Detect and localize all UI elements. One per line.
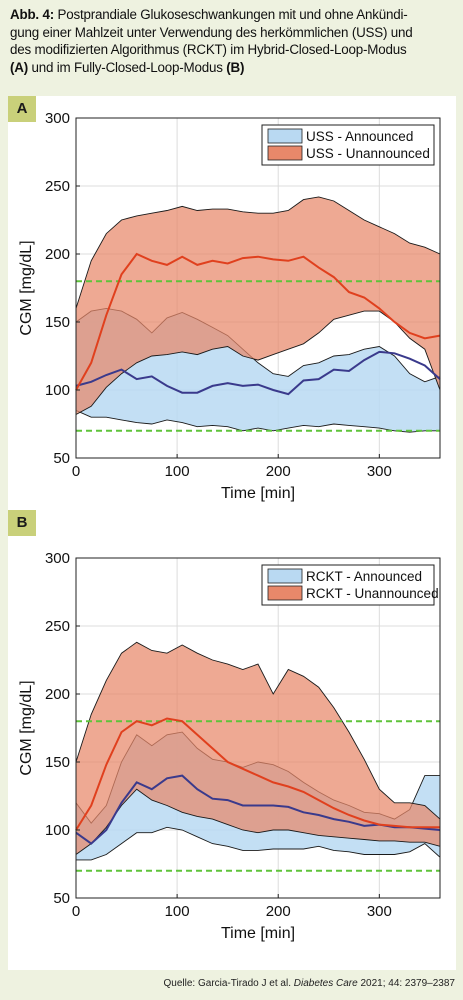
x-tick-label: 300 — [367, 903, 392, 920]
caption-prefix: Abb. 4: — [10, 7, 54, 22]
y-axis-label: CGM [mg/dL] — [18, 680, 35, 775]
y-tick-label: 100 — [45, 822, 70, 839]
y-tick-label: 50 — [53, 450, 70, 467]
panel-a-label: A — [8, 96, 36, 122]
axes-box — [75, 117, 441, 459]
legend-swatch-unannounced — [267, 145, 303, 161]
y-tick-label: 150 — [45, 754, 70, 771]
y-tick-label: 250 — [45, 618, 70, 635]
y-tick-label: 50 — [53, 890, 70, 907]
y-tick-label: 200 — [45, 686, 70, 703]
panel-b: 0 100 200 300 50 100 150 200 250 300 Time [min] CGM… — [8, 510, 456, 970]
caption-mid: und im Fully-Closed-Loop-Modus — [28, 59, 227, 75]
panel-a: 0 100 200 300 50 100 150 200 250 300 Time [min] CGM… — [8, 96, 456, 514]
x-tick-label: 300 — [367, 463, 392, 480]
y-tick-label: 300 — [45, 550, 70, 567]
legend-label-announced: RCKT - Announced — [306, 569, 422, 584]
y-tick-label: 200 — [45, 246, 70, 263]
chart-a: 0 100 200 300 50 100 150 200 250 300 Time [min] CGM… — [18, 110, 441, 502]
x-tick-label: 100 — [165, 903, 190, 920]
legend-label-announced: USS - Announced — [306, 129, 413, 144]
legend-swatch-announced — [267, 128, 303, 144]
x-tick-label: 0 — [72, 903, 80, 920]
y-axis-label: CGM [mg/dL] — [18, 240, 35, 335]
x-tick-label: 200 — [266, 463, 291, 480]
legend-label-unannounced: RCKT - Unannounced — [306, 586, 439, 601]
caption-line-1: Postprandiale Glukoseschwankungen mit un… — [53, 7, 408, 22]
source-citation: Quelle: Garcia-Tirado J et al. Diabetes … — [160, 978, 455, 989]
series-mean-line-announced — [75, 350, 441, 396]
x-axis-label: Time [min] — [221, 925, 295, 942]
legend-label-unannounced: USS - Unannounced — [306, 146, 430, 161]
y-tick-label: 150 — [45, 314, 70, 331]
x-tick-label: 0 — [72, 463, 80, 480]
panel-b-label: B — [8, 510, 36, 536]
source-suffix: 2021; 44: 2379–2387 — [357, 978, 455, 989]
y-tick-label: 250 — [45, 178, 70, 195]
source-prefix: Quelle: Garcia-Tirado J et al. — [163, 978, 294, 989]
y-tick-label: 300 — [45, 110, 70, 127]
caption-line-2: gung einer Mahlzeit unter Verwendung des… — [10, 24, 413, 40]
caption-label-b: (B) — [226, 59, 245, 75]
chart-b: 0 100 200 300 50 100 150 200 250 300 Time [min] CGM… — [18, 550, 441, 942]
caption-line-3: des modifizierten Algorithmus (RCKT) im … — [10, 42, 407, 57]
figure-caption: Abb. 4: Postprandiale Glukoseschwankunge… — [10, 6, 458, 76]
source-journal: Diabetes Care — [293, 978, 358, 989]
y-tick-label: 100 — [45, 382, 70, 399]
x-tick-label: 200 — [266, 903, 291, 920]
series-mean-line-unannounced — [75, 717, 440, 831]
legend-swatch-announced — [267, 568, 303, 584]
caption-label-a: (A) — [10, 59, 28, 75]
axes-box — [75, 557, 441, 899]
x-tick-label: 100 — [165, 463, 190, 480]
x-axis-label: Time [min] — [221, 485, 295, 502]
series-mean-line-unannounced — [75, 252, 441, 391]
legend-swatch-unannounced — [267, 585, 303, 601]
